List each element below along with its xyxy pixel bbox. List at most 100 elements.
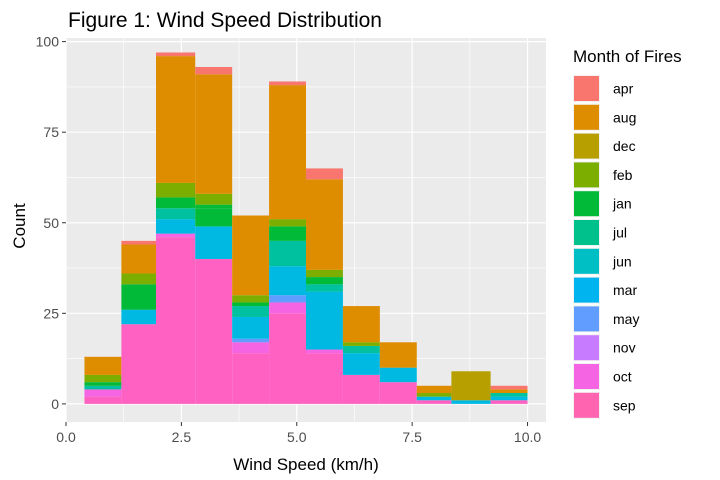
x-tick-label: 10.0	[514, 429, 541, 445]
bar-segment-oct	[269, 302, 306, 314]
bar-segment-feb	[232, 295, 270, 303]
bar-segment-sep	[379, 382, 417, 404]
bar-segment-jul	[269, 226, 306, 241]
bar-segment-aug	[490, 389, 528, 394]
bar-segment-sep	[121, 324, 156, 404]
legend: Month of Fires apr aug dec feb jan jul jun mar m…	[573, 47, 682, 419]
legend-label-nov: nov	[613, 340, 636, 356]
x-tick-label: 0.0	[56, 429, 76, 445]
chart-title: Figure 1: Wind Speed Distribution	[68, 9, 382, 32]
bar-segment-jun	[342, 345, 380, 354]
y-tick-label: 75	[43, 124, 59, 140]
bar-segment-jun	[156, 208, 196, 220]
legend-label-may: may	[613, 311, 639, 327]
bar-segment-mar	[451, 400, 491, 404]
bar-segment-apr	[490, 385, 528, 390]
legend-key-mar	[574, 277, 599, 303]
bar-segment-jan	[195, 204, 233, 209]
bar-segment-mar	[379, 367, 417, 383]
bar-segment-feb	[84, 374, 122, 383]
bar-segment-jun	[232, 306, 270, 317]
bar-segment-aug	[269, 85, 306, 220]
bar-segment-feb	[269, 219, 306, 227]
bar-segment-sep	[416, 400, 452, 404]
legend-label-jun: jun	[612, 253, 632, 269]
y-tick-label: 50	[43, 215, 59, 231]
bar-segment-apr	[156, 52, 196, 57]
bar-segment-mar	[306, 291, 343, 350]
bar-segment-jun	[84, 385, 122, 390]
x-tick-label: 2.5	[172, 429, 192, 445]
legend-key-jun	[574, 248, 599, 274]
bar-segment-jul	[84, 382, 122, 386]
legend-label-jan: jan	[612, 196, 632, 212]
bar-segment-jun	[490, 393, 528, 397]
bar-segment-may	[232, 338, 270, 343]
y-axis-title: Count	[10, 203, 29, 249]
bar-segment-apr	[195, 66, 233, 75]
bar-segment-jul	[195, 208, 233, 227]
bar-segment-aug	[232, 215, 270, 296]
legend-label-dec: dec	[613, 138, 636, 154]
legend-key-jan	[574, 191, 599, 217]
legend-key-oct	[574, 364, 599, 389]
bar-segment-sep	[306, 353, 343, 404]
y-tick-label: 0	[51, 396, 59, 412]
x-tick-label: 7.5	[402, 429, 422, 445]
legend-label-jul: jul	[612, 225, 627, 241]
bar-segment-oct	[232, 342, 270, 354]
bar-segment-aug	[416, 385, 452, 394]
bar-segment-aug	[195, 74, 233, 194]
bar-segment-aug	[121, 244, 156, 274]
bar-segment-mar	[342, 353, 380, 375]
bar-segment-sep	[156, 237, 196, 404]
bar-segment-jul	[306, 277, 343, 285]
y-axis: 0 25 50 75 100	[36, 34, 66, 412]
legend-key-nov	[574, 335, 599, 361]
bar-segment-feb	[416, 393, 452, 397]
bar-segment-feb	[121, 273, 156, 285]
x-axis-title: Wind Speed (km/h)	[233, 455, 379, 474]
legend-label-mar: mar	[613, 282, 637, 298]
legend-title: Month of Fires	[573, 47, 682, 66]
bar-segment-jun	[306, 284, 343, 292]
legend-label-oct: oct	[613, 369, 632, 385]
bar-segment-aug	[156, 56, 196, 183]
y-tick-label: 25	[43, 305, 59, 321]
bar-segment-apr	[121, 240, 156, 245]
legend-key-aug	[574, 104, 599, 130]
bar-segment-feb	[156, 182, 196, 198]
x-tick-label: 5.0	[287, 429, 307, 445]
bar-segment-mar	[121, 309, 156, 325]
bar-segment-mar	[195, 226, 233, 259]
bar-segment-sep	[342, 374, 380, 404]
bar-segment-apr	[269, 81, 306, 86]
bar-segment-sep	[232, 353, 270, 404]
legend-key-dec	[574, 133, 599, 159]
bar-segment-dec	[451, 371, 491, 401]
bar-segment-oct	[306, 349, 343, 354]
bar-segment-apr	[306, 168, 343, 180]
bar-segment-mar	[416, 396, 452, 401]
x-axis: 0.0 2.5 5.0 7.5 10.0	[56, 422, 541, 445]
legend-key-feb	[574, 162, 599, 188]
legend-key-apr	[574, 76, 599, 101]
bar-segment-mar	[232, 316, 270, 339]
legend-key-sep	[574, 392, 599, 418]
bar-segment-sep	[490, 400, 528, 404]
bar-segment-sep	[195, 258, 233, 404]
bar-segment-feb	[306, 269, 343, 278]
legend-label-aug: aug	[613, 109, 636, 125]
bar-segment-oct	[156, 233, 196, 238]
bar-segment-oct	[84, 389, 122, 397]
legend-label-apr: apr	[613, 81, 634, 97]
legend-key-may	[574, 306, 599, 332]
bar-segment-aug	[379, 342, 417, 368]
legend-label-feb: feb	[613, 167, 633, 183]
bar-segment-sep	[84, 396, 122, 404]
y-tick-label: 100	[36, 34, 60, 50]
bar-segment-mar	[156, 219, 196, 234]
bar-segment-aug	[306, 179, 343, 270]
bar-segment-feb	[342, 342, 380, 346]
